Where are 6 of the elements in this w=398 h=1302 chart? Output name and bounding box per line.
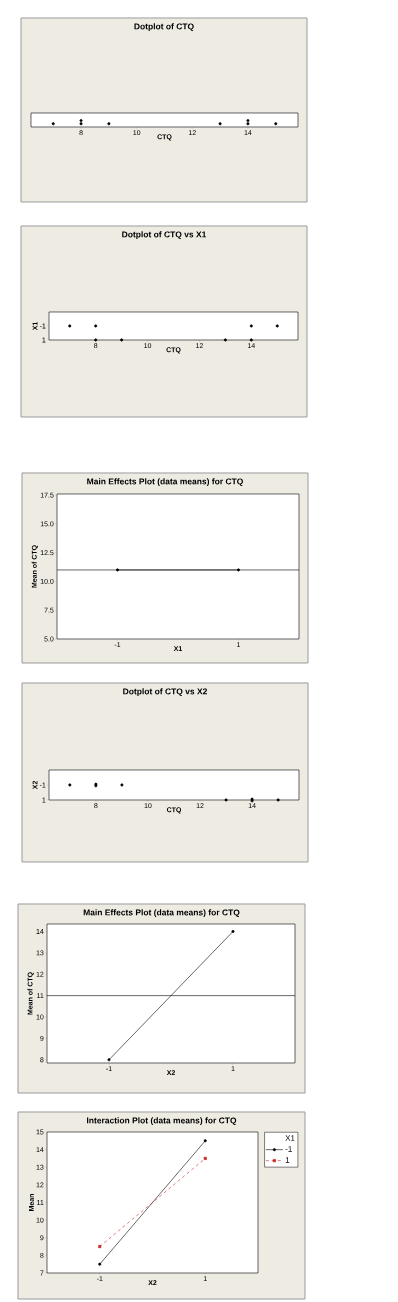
chart-title: Interaction Plot (data means) for CTQ <box>87 1117 237 1126</box>
chart-title: Main Effects Plot (data means) for CTQ <box>83 909 240 918</box>
chart-title: Dotplot of CTQ <box>134 23 194 32</box>
chart-title: Dotplot of CTQ vs X2 <box>123 688 208 697</box>
chart-title: Main Effects Plot (data means) for CTQ <box>87 478 243 487</box>
chart-title: Dotplot of CTQ vs X1 <box>122 231 207 240</box>
